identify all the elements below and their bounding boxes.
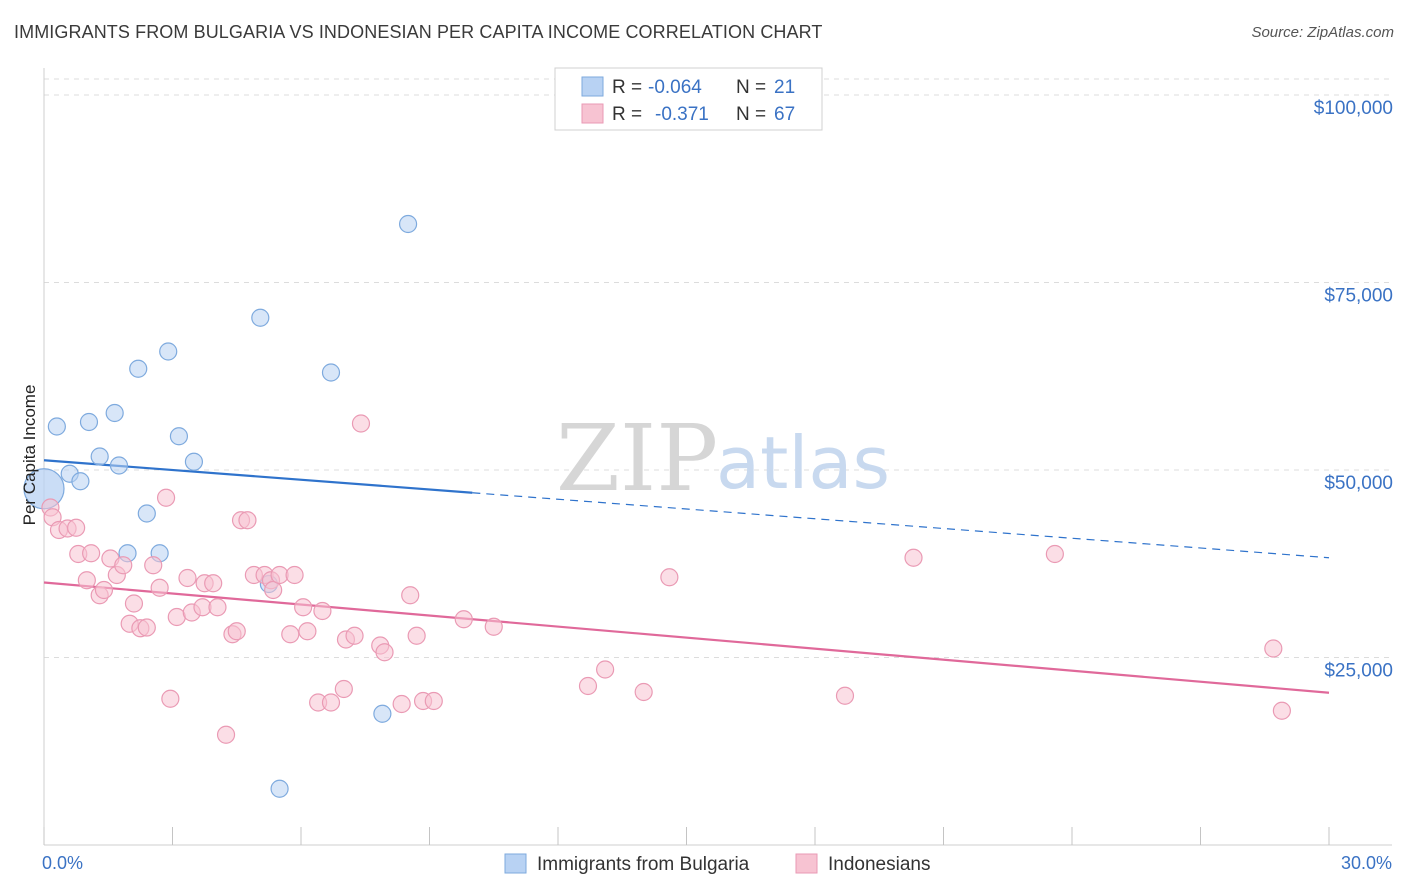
point-bulgaria <box>398 214 418 234</box>
point-indonesians <box>294 598 313 617</box>
series-legend: Immigrants from Bulgaria Indonesians <box>504 853 930 875</box>
stats-legend: R = -0.064 N = 21 R = -0.371 N = 67 <box>554 67 823 131</box>
y-tick-labels: $25,000 $50,000 $75,000 $100,000 <box>1314 98 1393 682</box>
legend-n-label-pink: N = <box>736 104 766 125</box>
trend-line-bulgaria-dashed <box>472 492 1330 559</box>
legend-n-value-pink: 67 <box>774 104 795 125</box>
scatter-points <box>23 214 1291 798</box>
point-indonesians <box>285 565 304 585</box>
point-bulgaria <box>129 359 148 378</box>
point-bulgaria <box>79 412 99 432</box>
x-tick-label-max: 30.0% <box>1341 853 1392 873</box>
x-tick-label-min: 0.0% <box>42 853 83 873</box>
series-legend-swatch-blue <box>504 853 527 874</box>
point-indonesians <box>401 586 420 605</box>
point-indonesians <box>1045 544 1064 564</box>
point-indonesians <box>351 414 371 433</box>
point-indonesians <box>298 622 317 641</box>
legend-swatch-blue <box>581 76 604 97</box>
point-indonesians <box>345 626 364 645</box>
point-bulgaria <box>251 308 270 327</box>
point-bulgaria <box>159 342 178 361</box>
y-tick-label: $50,000 <box>1324 473 1393 494</box>
legend-r-value-blue: -0.064 <box>648 77 702 98</box>
point-indonesians <box>407 626 426 645</box>
point-indonesians <box>208 598 227 617</box>
legend-n-value-blue: 21 <box>774 77 795 98</box>
point-indonesians <box>392 694 411 714</box>
point-indonesians <box>334 679 353 699</box>
x-ticks <box>43 827 1330 845</box>
watermark-zip: ZIP <box>556 405 718 512</box>
y-tick-label: $75,000 <box>1324 286 1393 307</box>
page-title: IMMIGRANTS FROM BULGARIA VS INDONESIAN P… <box>14 22 823 42</box>
point-indonesians <box>660 568 679 587</box>
trend-line-indonesians <box>43 581 1330 694</box>
point-indonesians <box>1272 701 1291 720</box>
point-indonesians <box>67 518 86 537</box>
point-indonesians <box>156 488 176 507</box>
point-bulgaria <box>137 504 156 523</box>
point-indonesians <box>313 601 332 621</box>
y-tick-label: $25,000 <box>1324 661 1393 682</box>
legend-n-label-blue: N = <box>736 77 766 98</box>
point-indonesians <box>264 580 283 600</box>
point-indonesians <box>424 691 443 711</box>
point-indonesians <box>144 556 163 575</box>
point-indonesians <box>835 686 855 705</box>
point-indonesians <box>216 725 236 744</box>
point-indonesians <box>82 544 101 563</box>
y-axis-title: Per Capita Income <box>20 385 39 526</box>
series-legend-label-pink: Indonesians <box>828 854 930 875</box>
point-indonesians <box>114 556 133 575</box>
series-legend-label-blue: Immigrants from Bulgaria <box>537 854 750 875</box>
point-indonesians <box>227 622 246 641</box>
y-tick-label: $100,000 <box>1314 98 1393 119</box>
point-indonesians <box>204 574 223 593</box>
point-bulgaria <box>47 417 66 436</box>
legend-swatch-pink <box>581 103 604 124</box>
point-indonesians <box>124 594 144 613</box>
point-bulgaria <box>270 779 289 798</box>
point-indonesians <box>1264 639 1283 658</box>
point-bulgaria <box>184 452 204 471</box>
point-indonesians <box>281 625 300 644</box>
point-indonesians <box>94 580 114 600</box>
point-bulgaria <box>169 427 189 446</box>
point-indonesians <box>578 676 598 696</box>
point-indonesians <box>161 689 180 708</box>
point-indonesians <box>77 571 96 590</box>
point-indonesians <box>321 693 341 712</box>
point-indonesians <box>238 511 257 530</box>
watermark: ZIP atlas <box>556 405 890 512</box>
point-indonesians <box>137 618 156 637</box>
point-indonesians <box>596 660 615 679</box>
point-bulgaria <box>105 403 124 423</box>
watermark-atlas: atlas <box>716 421 890 505</box>
point-bulgaria <box>373 704 392 723</box>
legend-r-value-pink: -0.371 <box>655 104 709 125</box>
point-indonesians <box>375 643 394 662</box>
point-indonesians <box>150 578 169 597</box>
point-bulgaria <box>90 447 109 466</box>
legend-r-label-blue: R = <box>612 77 642 98</box>
point-indonesians <box>904 548 923 567</box>
legend-r-label-pink: R = <box>612 104 642 125</box>
trend-line-bulgaria <box>43 459 473 494</box>
point-bulgaria <box>321 363 341 382</box>
source-credit: Source: ZipAtlas.com <box>1251 24 1394 41</box>
point-indonesians <box>634 682 653 702</box>
point-indonesians <box>484 617 503 636</box>
point-indonesians <box>454 610 473 629</box>
point-indonesians <box>167 607 186 627</box>
point-indonesians <box>178 568 197 588</box>
point-bulgaria <box>71 472 90 491</box>
series-legend-swatch-pink <box>795 853 818 874</box>
axes <box>43 68 1392 846</box>
point-bulgaria <box>109 456 129 475</box>
